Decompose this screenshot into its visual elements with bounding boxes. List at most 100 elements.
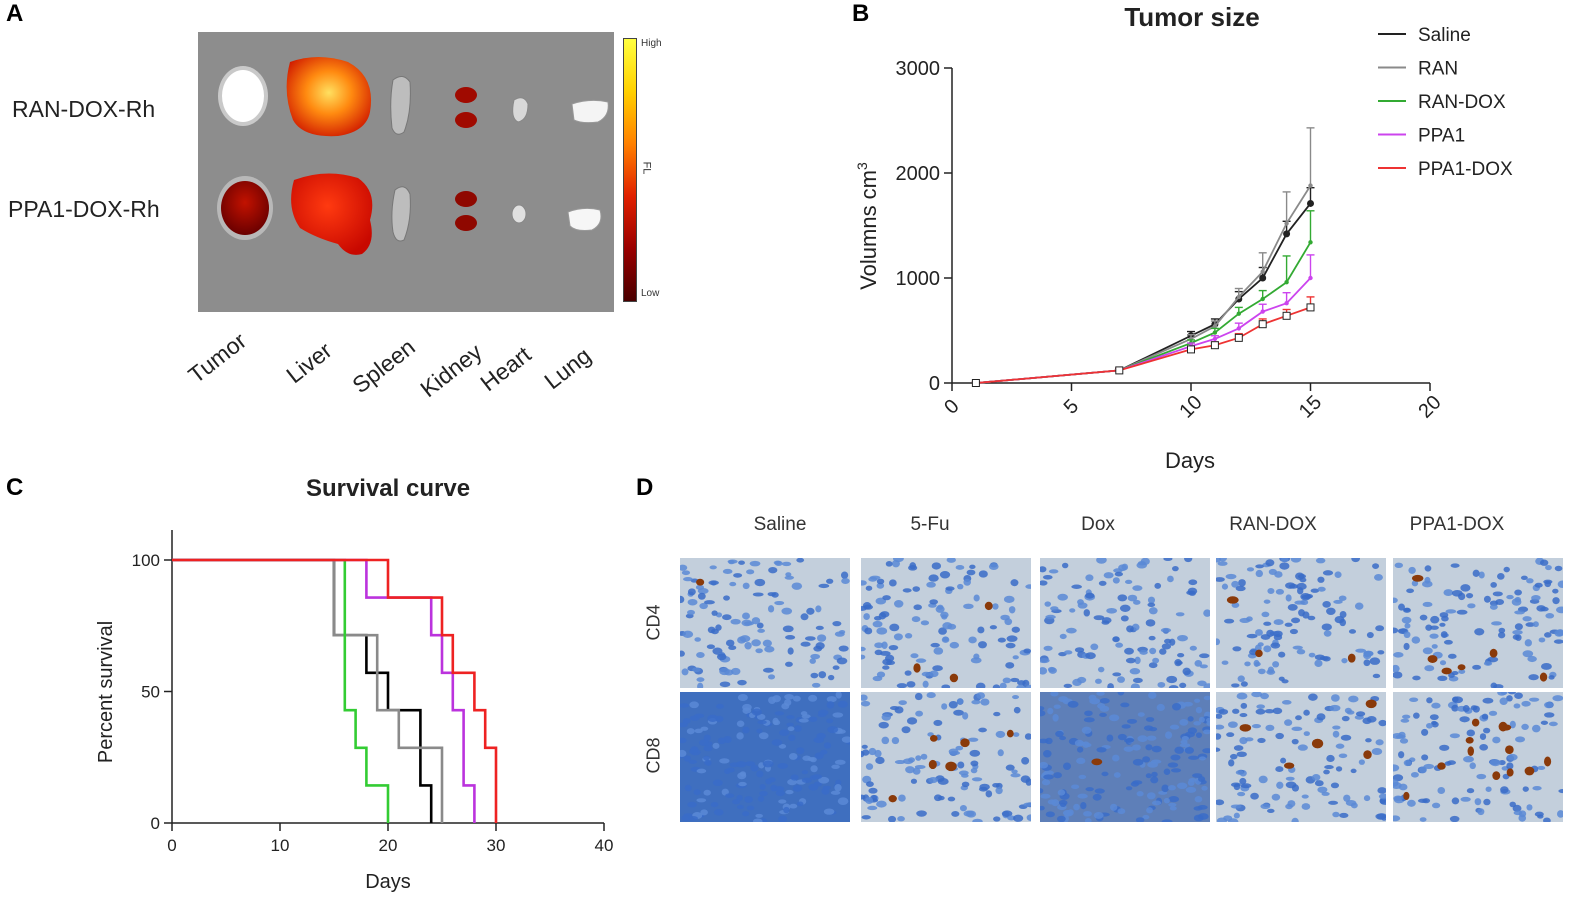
nucleus: [1478, 571, 1485, 579]
nucleus: [1166, 675, 1178, 684]
nucleus: [1310, 588, 1320, 593]
nucleus: [992, 684, 1001, 688]
nucleus: [738, 781, 747, 787]
nucleus: [1096, 692, 1105, 696]
nucleus: [1132, 585, 1143, 591]
nucleus: [997, 637, 1006, 643]
nucleus: [1350, 768, 1357, 774]
x-tick-label: 5: [1060, 395, 1083, 418]
nucleus: [771, 739, 783, 746]
nucleus: [1160, 627, 1172, 633]
nucleus: [1026, 814, 1031, 822]
nucleus: [741, 619, 753, 627]
survival-step-ran: [172, 558, 444, 823]
nucleus: [1465, 592, 1474, 599]
nucleus: [802, 755, 811, 761]
nucleus: [1010, 677, 1020, 683]
nucleus: [1235, 770, 1244, 775]
ihc-tile-cd4-dox: [1040, 558, 1210, 688]
nucleus: [1121, 724, 1131, 729]
nucleus: [1254, 661, 1261, 667]
nucleus: [1451, 704, 1459, 712]
nucleus: [1429, 714, 1439, 721]
nucleus: [1246, 633, 1258, 639]
nucleus: [1008, 606, 1016, 614]
nucleus: [788, 752, 798, 760]
nucleus: [792, 784, 803, 792]
nucleus: [1520, 575, 1528, 580]
nucleus: [1020, 775, 1031, 783]
nucleus: [1553, 639, 1563, 644]
nucleus: [1266, 669, 1276, 675]
nucleus: [1322, 601, 1331, 608]
nucleus: [1260, 803, 1271, 809]
nucleus: [937, 778, 949, 785]
nucleus: [1400, 718, 1410, 723]
nucleus: [1393, 732, 1403, 740]
nucleus: [756, 728, 763, 734]
organ-kidney2-row2: [455, 215, 477, 231]
nucleus: [885, 561, 893, 567]
nucleus: [1203, 609, 1210, 617]
nucleus: [1040, 667, 1048, 675]
nucleus: [1182, 667, 1191, 676]
nucleus: [1425, 624, 1433, 631]
nucleus: [1125, 786, 1133, 791]
nucleus: [1451, 671, 1459, 676]
nucleus: [1053, 772, 1062, 779]
nucleus: [831, 764, 840, 769]
nucleus: [1239, 777, 1247, 785]
nucleus: [1186, 590, 1194, 595]
ihc-tile-cd8-saline: [680, 692, 850, 822]
nucleus: [1544, 580, 1552, 588]
nucleus: [972, 818, 983, 822]
nucleus: [1047, 799, 1057, 805]
nucleus: [1354, 602, 1364, 610]
nucleus: [881, 713, 892, 721]
nucleus: [1126, 625, 1134, 633]
nucleus: [1085, 787, 1094, 792]
nucleus: [1167, 785, 1176, 791]
nucleus: [1003, 595, 1015, 603]
nucleus: [864, 627, 873, 635]
nucleus: [1174, 659, 1182, 667]
nucleus: [796, 558, 805, 563]
nucleus: [1378, 719, 1386, 727]
nucleus: [1332, 730, 1340, 738]
nucleus: [1096, 558, 1107, 564]
nucleus: [709, 565, 717, 570]
nucleus: [1518, 814, 1527, 822]
nucleus: [689, 701, 699, 709]
nucleus: [767, 605, 775, 613]
nucleus: [1303, 709, 1310, 716]
nucleus: [881, 641, 888, 649]
nucleus: [970, 760, 979, 767]
nucleus: [1146, 807, 1153, 814]
nucleus: [742, 582, 750, 590]
nucleus: [861, 646, 866, 652]
nucleus: [1330, 782, 1340, 789]
panel-label-d: D: [636, 474, 654, 501]
nucleus: [693, 789, 701, 796]
nucleus: [762, 760, 774, 768]
nucleus: [1136, 791, 1144, 797]
nucleus: [729, 581, 737, 587]
nucleus: [1228, 721, 1238, 728]
nucleus: [745, 761, 756, 767]
ihc-tile-cd4-ppa1-dox: [1393, 558, 1563, 688]
nucleus: [1257, 642, 1264, 647]
nucleus: [1251, 692, 1263, 698]
data-point: [1260, 269, 1265, 274]
ihc-tile-pattern: [861, 692, 1031, 822]
nucleus: [1179, 743, 1191, 748]
nucleus: [746, 569, 755, 575]
nucleus: [1326, 607, 1336, 616]
nucleus: [993, 816, 1001, 822]
nucleus: [1237, 791, 1246, 797]
nucleus: [1085, 574, 1094, 582]
nucleus: [1285, 594, 1292, 602]
nucleus: [970, 657, 982, 664]
nucleus: [1295, 715, 1302, 721]
nucleus: [1417, 798, 1428, 803]
nucleus: [1393, 782, 1402, 789]
